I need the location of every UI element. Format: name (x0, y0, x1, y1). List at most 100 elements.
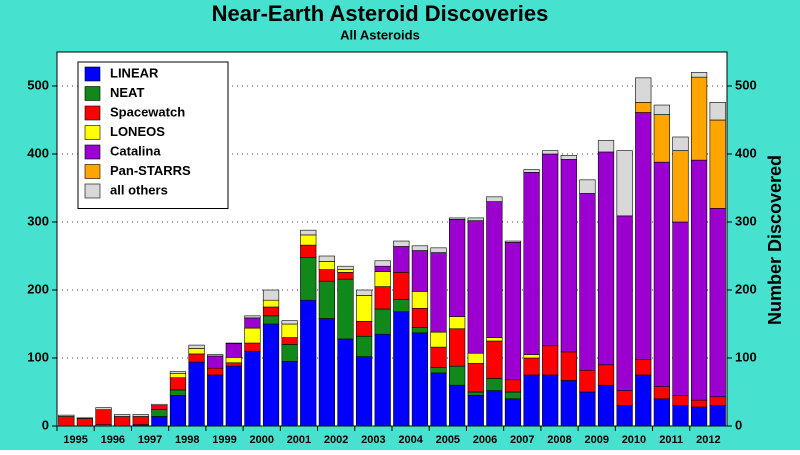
bar-segment (709, 405, 726, 427)
bar-segment (709, 208, 726, 398)
bar-segment (486, 390, 503, 427)
bar-segment (504, 240, 522, 243)
bar-segment (300, 229, 317, 236)
bar-segment (262, 306, 280, 317)
bar-segment (374, 260, 391, 267)
bar-segment (151, 416, 168, 427)
bar-segment (560, 155, 577, 160)
legend-label: Pan-STARRS (110, 163, 191, 178)
bar-segment (653, 398, 670, 427)
bar-segment (151, 405, 168, 410)
bar-segment (337, 278, 354, 340)
legend-swatch (84, 105, 101, 121)
bar-segment (411, 291, 429, 309)
bar-segment (430, 252, 447, 333)
bar-segment (597, 384, 615, 427)
bar-segment (597, 151, 615, 366)
bar-segment (579, 369, 596, 393)
bar-segment (616, 215, 633, 391)
bar-segment (300, 299, 317, 427)
legend-swatch (84, 144, 101, 160)
bar-segment (393, 272, 410, 300)
bar-segment (430, 247, 447, 253)
bar-segment (467, 352, 484, 364)
y-tick-label: 400 (27, 145, 49, 160)
bar-segment (225, 365, 242, 427)
y2-tick-label: 200 (735, 281, 757, 296)
legend-swatch (84, 66, 101, 82)
bar-segment (355, 356, 373, 427)
bar-segment (486, 378, 503, 391)
bar-segment (337, 269, 354, 273)
bar-segment (281, 361, 298, 427)
bar-segment (262, 289, 280, 301)
bar-segment (672, 136, 689, 151)
bar-segment (449, 316, 466, 330)
bar-segment (467, 363, 484, 393)
bar-segment (653, 161, 670, 387)
bar-segment (393, 299, 410, 313)
bar-segment (709, 396, 726, 406)
bar-segment (337, 338, 354, 427)
bar-segment (355, 289, 373, 296)
bar-segment (169, 395, 187, 427)
bar-segment (430, 346, 447, 368)
legend-swatch (84, 86, 101, 101)
bar-segment (169, 389, 187, 396)
x-tick-label: 1995 (63, 434, 87, 446)
bar-segment (653, 114, 670, 163)
y2-tick-label: 400 (735, 145, 757, 160)
bar-segment (467, 391, 484, 396)
x-tick-label: 1999 (212, 434, 236, 446)
bar-segment (225, 343, 242, 358)
bar-segment (653, 104, 670, 115)
legend-label: all others (110, 182, 168, 197)
bar-segment (653, 386, 670, 400)
y-tick-label: 500 (27, 77, 49, 92)
bar-segment (225, 362, 242, 367)
bar-segment (95, 409, 112, 425)
bar-segment (318, 255, 335, 262)
bar-segment (244, 315, 261, 319)
bar-segment (281, 320, 298, 325)
bar-segment (95, 407, 112, 410)
bar-segment (523, 169, 540, 173)
bar-segment (467, 395, 484, 427)
bar-segment (355, 335, 373, 357)
bar-segment (262, 299, 280, 308)
bar-segment (76, 418, 94, 427)
bar-segment (244, 327, 261, 344)
x-tick-label: 1997 (138, 434, 162, 446)
x-tick-label: 2005 (436, 434, 460, 446)
bar-segment (374, 286, 391, 310)
bar-segment (300, 257, 317, 301)
y-tick-label: 300 (27, 213, 49, 228)
bar-segment (504, 391, 522, 400)
bar-segment (504, 379, 522, 393)
bar-segment (523, 354, 540, 359)
bar-segment (690, 159, 708, 401)
chart-title: Near-Earth Asteroid Discoveries (212, 1, 549, 26)
bar-segment (411, 332, 429, 427)
bar-segment (486, 201, 503, 338)
legend-box (77, 61, 229, 209)
bar-segment (672, 395, 689, 406)
bar-segment (188, 361, 205, 427)
bar-segment (169, 373, 187, 379)
bar-segment (449, 218, 466, 317)
y2-tick-label: 0 (735, 417, 742, 432)
bar-segment (672, 150, 689, 223)
bar-segment (132, 416, 149, 425)
legend-swatch (84, 125, 101, 140)
bar-segment (318, 318, 335, 427)
bar-segment (58, 414, 75, 417)
x-tick-label: 2009 (584, 434, 608, 446)
bar-segment (318, 261, 335, 270)
bar-segment (151, 403, 168, 406)
bar-segment (393, 246, 410, 273)
y-tick-label: 200 (27, 281, 49, 296)
bar-segment (635, 374, 652, 427)
bar-segment (188, 344, 205, 349)
legend-label: LINEAR (110, 65, 159, 80)
